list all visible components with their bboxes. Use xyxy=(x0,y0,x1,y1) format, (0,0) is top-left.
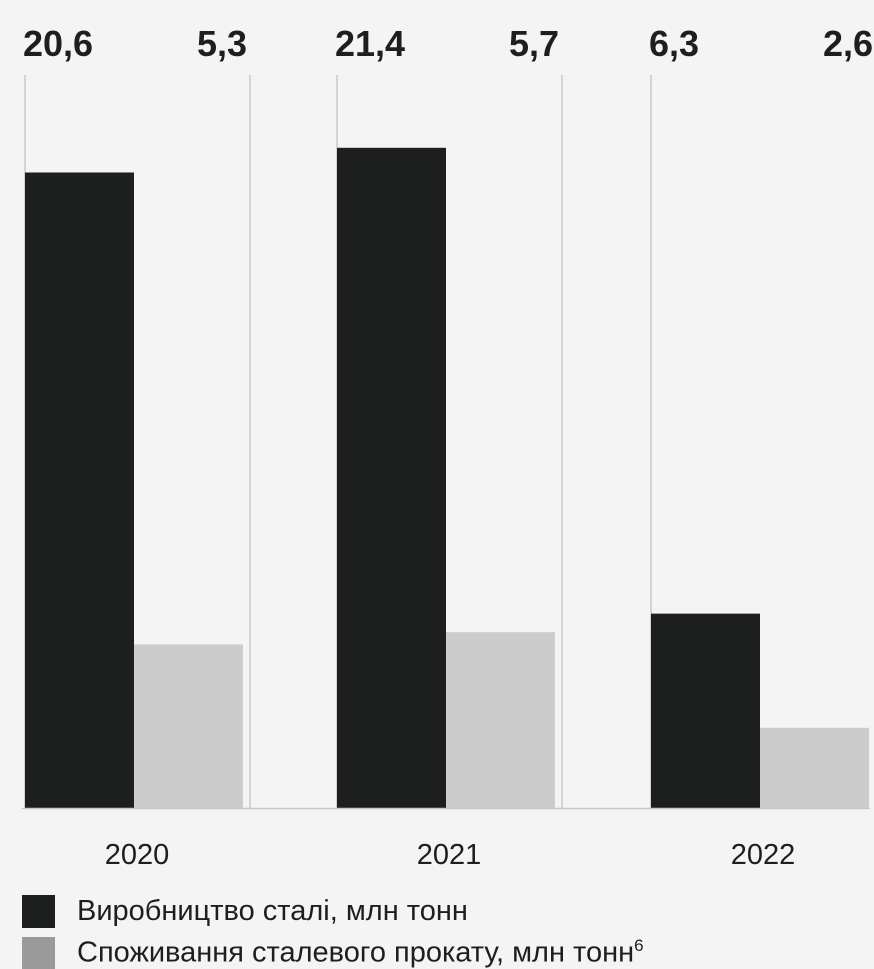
value-label-steel-production-2021: 21,4 xyxy=(335,23,405,64)
value-label-rolled-steel-consumption-2021: 5,7 xyxy=(509,23,559,64)
value-label-rolled-steel-consumption-2022: 2,6 xyxy=(823,23,873,64)
category-label-2021: 2021 xyxy=(417,839,482,871)
category-label-2022: 2022 xyxy=(731,839,796,871)
legend: Виробництво сталі, млн тонн Споживання с… xyxy=(22,892,874,969)
bar-steel-production-2020 xyxy=(25,172,134,809)
footnote-marker: 6 xyxy=(634,936,644,956)
bar-steel-production-2021 xyxy=(337,147,446,808)
legend-label-steel-production: Виробництво сталі, млн тонн xyxy=(77,894,468,927)
legend-item-rolled-steel-consumption: Споживання сталевого прокату, млн тонн6 xyxy=(22,934,874,969)
legend-swatch-steel-production xyxy=(22,894,55,928)
bar-rolled-steel-consumption-2020 xyxy=(134,644,243,808)
bar-rolled-steel-consumption-2022 xyxy=(760,727,869,808)
bar-rolled-steel-consumption-2021 xyxy=(446,632,555,808)
bar-steel-production-2022 xyxy=(651,613,760,808)
bar-chart-svg: 20,6 5,3 2020 21,4 5,7 2021 6,3 2,6 2022 xyxy=(22,23,873,871)
category-label-2020: 2020 xyxy=(105,839,170,871)
value-label-steel-production-2022: 6,3 xyxy=(649,23,699,64)
legend-label-rolled-steel-consumption-text: Споживання сталевого прокату, млн тонн xyxy=(77,936,635,969)
value-label-rolled-steel-consumption-2020: 5,3 xyxy=(197,23,247,64)
legend-swatch-rolled-steel-consumption xyxy=(22,936,55,969)
legend-item-steel-production: Виробництво сталі, млн тонн xyxy=(22,892,874,930)
legend-label-rolled-steel-consumption: Споживання сталевого прокату, млн тонн6 xyxy=(77,936,644,969)
value-label-steel-production-2020: 20,6 xyxy=(23,23,93,64)
